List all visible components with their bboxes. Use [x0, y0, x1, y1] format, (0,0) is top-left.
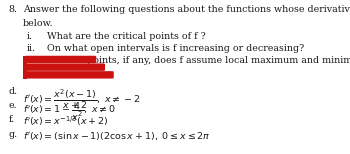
Text: What are the critical points of f ?: What are the critical points of f ? [47, 32, 206, 41]
Text: At what points, if any, does f assume local maximum and minimum values?: At what points, if any, does f assume lo… [47, 56, 350, 65]
Text: On what open intervals is f increasing or decreasing?: On what open intervals is f increasing o… [47, 44, 304, 53]
Text: d.: d. [9, 87, 18, 96]
Text: ii.: ii. [26, 44, 35, 53]
Text: f.: f. [9, 115, 15, 124]
Text: iii.: iii. [26, 56, 38, 65]
Text: $f'(x) = (\sin x - 1)(2\cos x + 1),\ 0 \leq x \leq 2\pi$: $f'(x) = (\sin x - 1)(2\cos x + 1),\ 0 \… [23, 130, 211, 142]
Text: $f'(x) = \dfrac{x^2(x-1)}{x+2},\ x \neq -2$: $f'(x) = \dfrac{x^2(x-1)}{x+2},\ x \neq … [23, 87, 140, 111]
FancyBboxPatch shape [25, 71, 114, 79]
Text: $f'(x) = x^{-1/3}(x + 2)$: $f'(x) = x^{-1/3}(x + 2)$ [23, 115, 108, 128]
FancyBboxPatch shape [25, 56, 96, 63]
Text: below.: below. [23, 19, 53, 28]
Text: g.: g. [9, 130, 18, 139]
FancyBboxPatch shape [25, 63, 105, 71]
Text: 8.: 8. [9, 5, 18, 14]
Text: e.: e. [9, 101, 18, 110]
Text: i.: i. [26, 32, 32, 41]
Text: Answer the following questions about the functions whose derivatives are given: Answer the following questions about the… [23, 5, 350, 14]
Bar [23, 56, 27, 79]
Text: $f'(x) = 1 - \dfrac{4}{x^2},\ x \neq 0$: $f'(x) = 1 - \dfrac{4}{x^2},\ x \neq 0$ [23, 101, 116, 123]
